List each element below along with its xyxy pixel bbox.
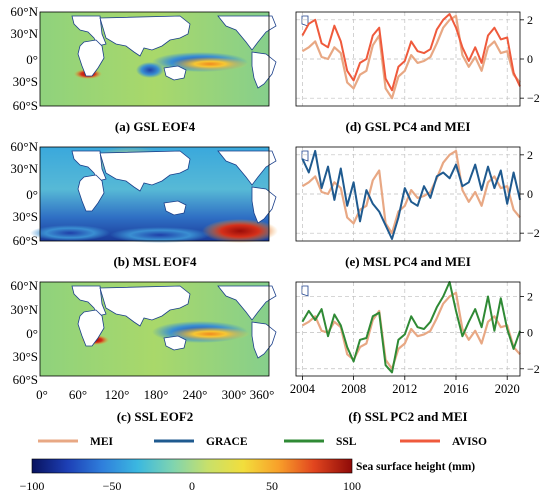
lat-label: 0° [26, 187, 38, 202]
legend-ssl-label: SSL [336, 436, 357, 448]
series-line-mei [301, 291, 521, 370]
y-tick-label: −2 [527, 362, 540, 376]
map-caption: (b) MSL EOF4 [113, 254, 197, 269]
y-tick-label: 0 [527, 187, 533, 201]
map-c-lat-labels: 60°N 30°N 0° 30°S 60°S [10, 278, 38, 387]
map-ssl-eof2 [39, 281, 309, 377]
x-tick-label: 2008 [341, 382, 366, 396]
lat-label: 0° [26, 326, 38, 341]
chart-caption: (e) MSL PC4 and MEI [345, 254, 471, 269]
map-b-lat-labels: 60°N 30°N 0° 30°S 60°S [10, 139, 38, 248]
lat-label: 60°N [10, 139, 38, 154]
series-line-aviso [301, 13, 521, 92]
y-tick-label: −2 [527, 226, 540, 240]
chart-frame [295, 281, 521, 377]
chart-caption: (f) SSL PC2 and MEI [348, 409, 467, 424]
lon-label: 60° [69, 387, 87, 402]
lat-label: 60°N [10, 4, 38, 19]
x-tick-label: 2004 [290, 382, 316, 396]
lat-label: 30°N [10, 26, 38, 41]
x-tick-label: 2012 [392, 382, 417, 396]
legend: MEI GRACE SSL AVISO [38, 436, 487, 448]
series-line-mei [301, 14, 521, 100]
y-tick-label: 2 [527, 13, 533, 27]
chart-caption: (d) GSL PC4 and MEI [346, 119, 471, 134]
y-tick-label: 2 [527, 289, 533, 303]
map-lon-labels: 0° 60° 120° 180° 240° 300° 360° [36, 387, 274, 402]
lat-label: 30°S [13, 349, 38, 364]
lon-label: 300° [222, 387, 247, 402]
map-a-lat-labels: 60°N 30°N 0° 30°S 60°S [10, 4, 38, 113]
series-line-grace [301, 149, 521, 240]
y-tick-label: 0 [527, 326, 533, 340]
lat-label: 60°N [10, 278, 38, 293]
colorbar-label: Sea surface height (mm) [356, 461, 475, 473]
colorbar-tick: −100 [20, 479, 45, 493]
y-tick-label: −2 [527, 91, 540, 105]
chart-panel-3: 2 0 −2 2004 2008 2012 2016 2020 (f) SSL PC2 and … [290, 281, 540, 424]
chart-panel-1: 2 0 −2 (d) GSL PC4 and MEI [295, 11, 540, 134]
colorbar-tick: 50 [266, 479, 278, 493]
lat-label: 60°S [13, 233, 38, 248]
lon-label: 120° [105, 387, 130, 402]
map-caption: (a) GSL EOF4 [115, 119, 196, 134]
series-line-mei [301, 149, 521, 235]
series-line-ssl [301, 281, 521, 374]
colorbar-tick: −50 [103, 479, 122, 493]
y-tick-label: 0 [527, 52, 533, 66]
lat-label: 0° [26, 52, 38, 67]
x-tick-label: 2016 [444, 382, 469, 396]
lat-label: 30°N [10, 302, 38, 317]
chart-panel-2: 2 0 −2 (e) MSL PC4 and MEI [295, 146, 540, 269]
legend-aviso-label: AVISO [452, 436, 487, 448]
map-msl-eof4 [30, 146, 309, 243]
x-tick-label: 2020 [495, 382, 520, 396]
colorbar-tick: 100 [343, 479, 361, 493]
lat-label: 60°S [13, 372, 38, 387]
map-gsl-eof4 [39, 11, 309, 107]
lon-label: 180° [144, 387, 169, 402]
lat-label: 30°S [13, 74, 38, 89]
lat-label: 30°S [13, 209, 38, 224]
lat-label: 30°N [10, 161, 38, 176]
map-caption: (c) SSL EOF2 [117, 409, 194, 424]
colorbar-tick: 0 [189, 479, 195, 493]
legend-mei-label: MEI [90, 436, 114, 448]
legend-grace-label: GRACE [206, 436, 248, 448]
colorbar: Sea surface height (mm) −100 −50 0 50 10… [20, 458, 475, 493]
lat-label: 60°S [13, 98, 38, 113]
lon-label: 0° [36, 387, 48, 402]
lon-label: 360° [250, 387, 275, 402]
lon-label: 240° [183, 387, 208, 402]
pc-charts: 2 0 −2 (d) GSL PC4 and MEI 2 0 −2 (e) MSL PC4 a… [290, 11, 540, 424]
colorbar-gradient [31, 458, 353, 474]
y-tick-label: 2 [527, 148, 533, 162]
